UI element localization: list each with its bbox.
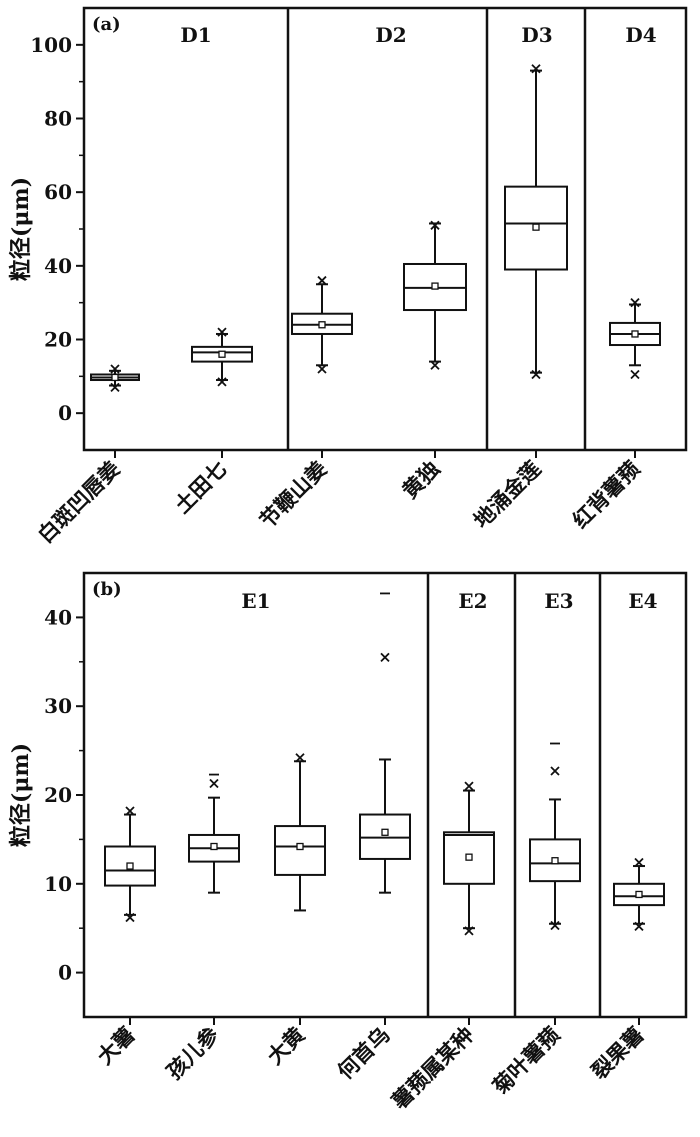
x-category-label: 薯蓣属某种 bbox=[386, 1022, 479, 1115]
mean-marker bbox=[210, 842, 218, 851]
y-tick-label: 30 bbox=[44, 694, 72, 718]
box bbox=[104, 845, 156, 887]
y-tick-label: 20 bbox=[44, 328, 72, 352]
mean-marker bbox=[296, 842, 304, 851]
x-category-label: 大黄 bbox=[262, 1022, 309, 1069]
mean-marker bbox=[465, 853, 473, 861]
x-category-label: 菊叶薯蓣 bbox=[487, 1022, 564, 1099]
group-label: E1 bbox=[241, 589, 270, 613]
outlier-marker bbox=[217, 327, 227, 337]
y-tick-label: 0 bbox=[58, 961, 72, 985]
plot-frame bbox=[82, 6, 688, 452]
outlier-marker bbox=[634, 857, 644, 868]
x-category-label: 孩儿参 bbox=[161, 1022, 223, 1084]
x-category-label: 何首乌 bbox=[332, 1022, 394, 1084]
y-tick-label: 20 bbox=[44, 783, 72, 807]
mean-marker bbox=[381, 828, 389, 836]
outlier-marker bbox=[430, 220, 440, 230]
outlier-marker bbox=[125, 806, 135, 816]
x-category-label: 黄独 bbox=[397, 456, 444, 503]
outlier-marker bbox=[430, 360, 440, 370]
x-category-label: 红背薯蓣 bbox=[567, 456, 644, 533]
outlier-marker bbox=[630, 369, 640, 380]
outlier-marker bbox=[317, 275, 327, 286]
mean-marker bbox=[218, 350, 226, 358]
y-tick-label: 60 bbox=[44, 180, 72, 204]
mean-marker bbox=[318, 321, 326, 329]
group-label: D2 bbox=[375, 23, 406, 47]
y-tick-label: 40 bbox=[44, 605, 72, 629]
outlier-marker bbox=[380, 652, 390, 662]
y-tick-label: 100 bbox=[30, 33, 72, 57]
x-category-label: 白斑凹唇姜 bbox=[33, 456, 125, 548]
box bbox=[274, 825, 326, 876]
outlier-marker bbox=[531, 64, 541, 74]
outlier-marker bbox=[634, 921, 644, 932]
outlier-marker bbox=[464, 781, 474, 791]
mean-marker bbox=[551, 857, 559, 865]
mean-marker bbox=[126, 862, 134, 870]
mean-marker bbox=[532, 223, 540, 231]
mean-marker bbox=[431, 282, 439, 290]
group-label: D1 bbox=[180, 23, 211, 47]
group-label: E4 bbox=[628, 589, 657, 613]
outlier-marker bbox=[317, 364, 327, 374]
outlier-marker bbox=[531, 369, 541, 380]
group-label: D3 bbox=[521, 23, 552, 47]
panel-label: (b) bbox=[92, 579, 122, 600]
group-label: E2 bbox=[458, 589, 487, 613]
x-category-label: 节鞭山姜 bbox=[254, 456, 331, 533]
mean-marker bbox=[635, 890, 643, 899]
outlier-marker bbox=[110, 364, 120, 374]
outlier-marker bbox=[125, 912, 135, 923]
panel-a: 0 20 40 60 80 100 粒径(μm) (a) D1 D2 D3 D4 白斑凹唇姜 土田七 节鞭山… bbox=[8, 6, 688, 548]
mean-marker bbox=[631, 330, 639, 338]
outlier-marker bbox=[110, 382, 120, 393]
panel-b: 0 10 20 30 40 粒径(μm) (b) E1 E2 E3 E4 大薯 孩儿参 大黄 何首乌薯蓣属某… bbox=[8, 571, 688, 1115]
x-category-label: 地涌金莲 bbox=[468, 456, 545, 533]
y-axis-label: 粒径(μm) bbox=[8, 743, 34, 847]
outlier-marker bbox=[295, 753, 305, 763]
x-category-label: 土田七 bbox=[169, 456, 231, 518]
mean-marker bbox=[111, 373, 119, 382]
x-category-label: 大薯 bbox=[92, 1022, 139, 1069]
panel-label: (a) bbox=[92, 14, 121, 35]
outlier-marker bbox=[550, 920, 560, 931]
y-tick-label: 40 bbox=[44, 254, 72, 278]
y-tick-label: 10 bbox=[44, 872, 72, 896]
y-axis-label: 粒径(μm) bbox=[8, 177, 34, 281]
y-tick-label: 0 bbox=[58, 401, 72, 425]
outlier-marker bbox=[217, 377, 227, 387]
outlier-marker bbox=[630, 298, 640, 308]
x-category-label: 裂果薯 bbox=[586, 1022, 648, 1084]
group-label: D4 bbox=[625, 23, 656, 47]
outlier-marker bbox=[550, 766, 560, 776]
y-tick-label: 80 bbox=[44, 107, 72, 131]
outlier-marker bbox=[464, 926, 474, 936]
outlier-marker bbox=[209, 778, 219, 789]
group-label: E3 bbox=[544, 589, 573, 613]
